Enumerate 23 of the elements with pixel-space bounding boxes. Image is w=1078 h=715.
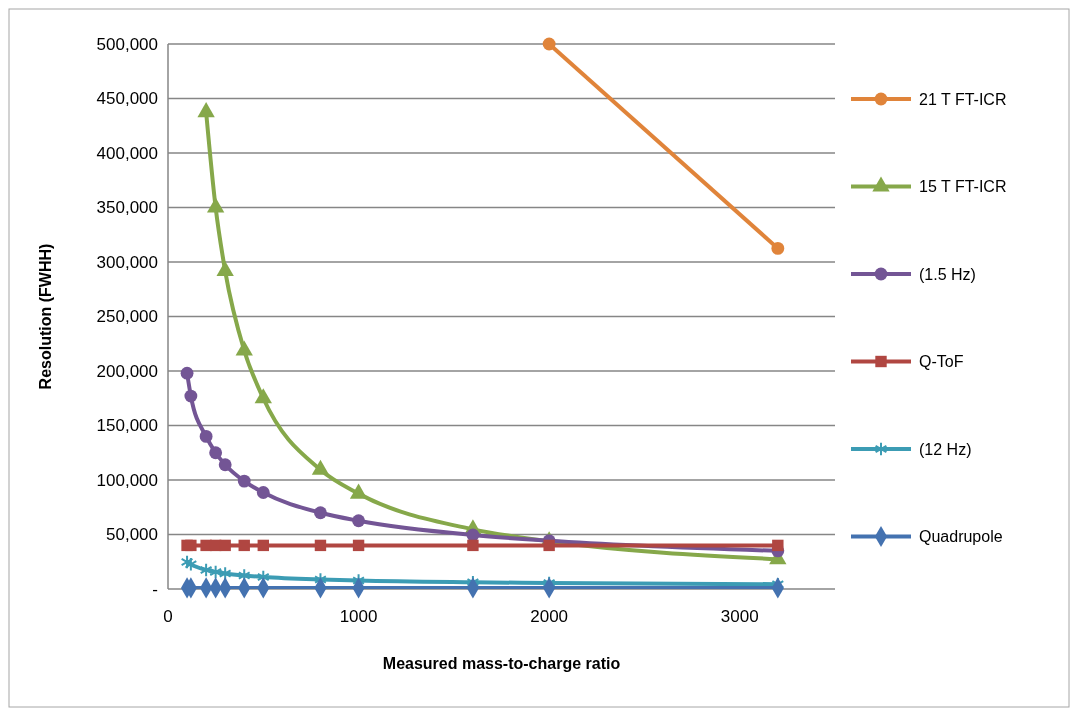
x-tick-label: 3000 bbox=[720, 607, 759, 626]
x-axis-title: Measured mass-to-charge ratio bbox=[382, 655, 621, 672]
legend-label: 15 T FT-ICR bbox=[919, 178, 1007, 196]
x-tick-label: 0 bbox=[163, 607, 173, 626]
y-tick-label: 50,000 bbox=[106, 525, 158, 545]
y-tick-label: 150,000 bbox=[96, 416, 158, 436]
y-tick-label: 250,000 bbox=[96, 307, 158, 327]
y-axis-title: Resolution (FWHH) bbox=[37, 243, 54, 390]
y-tick-label: 450,000 bbox=[96, 89, 158, 109]
y-tick-label: - bbox=[152, 579, 158, 599]
x-tick-label: 2000 bbox=[530, 607, 569, 626]
y-tick-label: 200,000 bbox=[96, 361, 158, 381]
legend-label: (12 Hz) bbox=[919, 440, 972, 458]
y-tick-label: 350,000 bbox=[96, 198, 158, 218]
y-tick-label: 500,000 bbox=[96, 34, 158, 54]
legend-label: Q-ToF bbox=[919, 353, 964, 371]
x-tick-label: 1000 bbox=[339, 607, 378, 626]
legend-label: 21 T FT-ICR bbox=[919, 90, 1007, 108]
legend-label: (1.5 Hz) bbox=[919, 265, 976, 283]
y-tick-label: 300,000 bbox=[96, 252, 158, 272]
legend-label: Quadrupole bbox=[919, 528, 1003, 546]
y-tick-label: 100,000 bbox=[96, 470, 158, 490]
y-tick-label: 400,000 bbox=[96, 143, 158, 163]
